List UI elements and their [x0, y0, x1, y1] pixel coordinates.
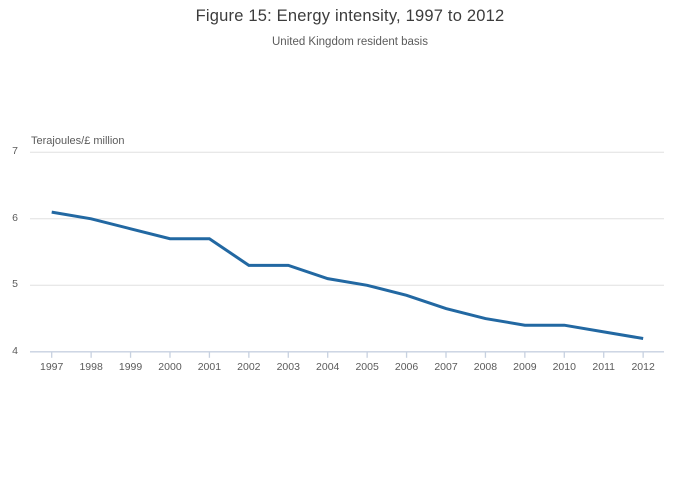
- x-tick-label: 2005: [355, 361, 379, 373]
- y-tick-label: 6: [12, 211, 18, 224]
- x-tick-label: 2006: [394, 361, 419, 373]
- chart-title: Figure 15: Energy intensity, 1997 to 201…: [195, 7, 505, 25]
- x-tick-label: 2012: [631, 361, 655, 373]
- y-tick-label: 7: [12, 145, 18, 158]
- energy-intensity-line: [51, 210, 644, 340]
- y-tick-label: 4: [12, 344, 18, 357]
- x-tick-label: 2010: [552, 361, 576, 373]
- x-tick-label: 2003: [276, 361, 300, 373]
- chart-subtitle: United Kingdom resident basis: [272, 36, 428, 48]
- x-tick-label: 2001: [197, 361, 222, 373]
- x-tick-label: 2008: [473, 361, 498, 373]
- x-tick-label: 2000: [158, 361, 182, 373]
- y-axis-unit-label: Terajoules/£ million: [31, 135, 125, 147]
- x-tick-label: 1999: [118, 361, 143, 373]
- x-tick-label: 1998: [79, 361, 103, 373]
- x-tick-label: 1997: [40, 361, 64, 373]
- x-tick-label: 2009: [513, 361, 537, 373]
- x-tick-label: 2002: [237, 361, 261, 373]
- y-tick-label: 5: [12, 278, 18, 291]
- x-tick-label: 2004: [316, 361, 340, 373]
- x-tick-label: 2011: [592, 361, 616, 373]
- x-tick-label: 2007: [434, 361, 458, 373]
